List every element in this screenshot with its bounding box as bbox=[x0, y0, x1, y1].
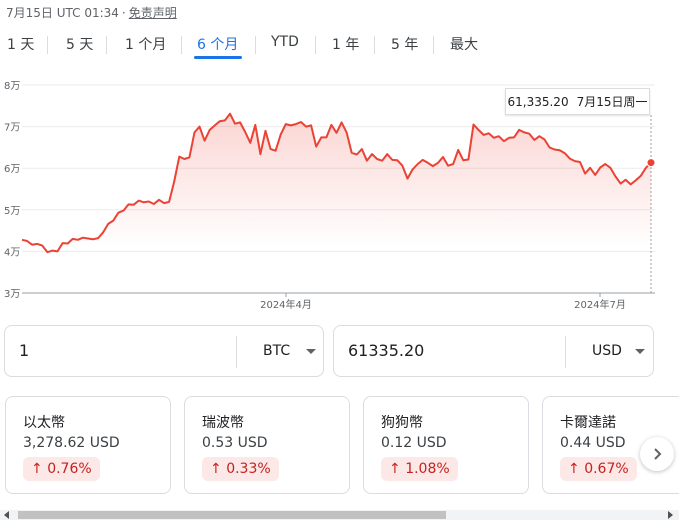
change-value: 0.76% bbox=[47, 461, 92, 477]
chart-tooltip: 61,335.20 7月15日周一 bbox=[505, 88, 650, 115]
caret-down-icon[interactable] bbox=[306, 349, 316, 354]
quote-header: 7月15日 UTC 01:34 · 免责声明 bbox=[6, 4, 177, 21]
tab-5y[interactable]: 5 年 bbox=[391, 37, 419, 53]
y-tick-label: 3万 bbox=[4, 289, 20, 300]
y-tick-label: 7万 bbox=[4, 123, 20, 134]
change-badge: ↑ 1.08% bbox=[381, 457, 458, 481]
card-price: 0.53 USD bbox=[202, 435, 268, 451]
tab-divider bbox=[315, 36, 316, 54]
up-arrow-icon: ↑ bbox=[31, 461, 43, 477]
crypto-card-doge[interactable]: 狗狗幣 0.12 USD ↑ 1.08% bbox=[363, 396, 529, 494]
chevron-right-icon bbox=[654, 448, 662, 460]
change-value: 1.08% bbox=[405, 461, 450, 477]
tab-1m[interactable]: 1 个月 bbox=[125, 37, 167, 53]
converter-divider bbox=[236, 336, 237, 368]
tab-divider bbox=[47, 36, 48, 54]
tab-divider bbox=[255, 36, 256, 54]
tab-5d[interactable]: 5 天 bbox=[66, 37, 94, 53]
change-value: 0.33% bbox=[226, 461, 271, 477]
related-crypto-cards: 以太幣 3,278.62 USD ↑ 0.76% 瑞波幣 0.53 USD ↑ … bbox=[0, 396, 679, 496]
tab-max[interactable]: 最大 bbox=[450, 37, 478, 53]
crypto-card-ada[interactable]: 卡爾達諾 0.44 USD ↑ 0.67% bbox=[542, 396, 679, 494]
crypto-card-eth[interactable]: 以太幣 3,278.62 USD ↑ 0.76% bbox=[5, 396, 171, 494]
crypto-card-xrp[interactable]: 瑞波幣 0.53 USD ↑ 0.33% bbox=[184, 396, 350, 494]
card-name: 卡爾達諾 bbox=[560, 415, 616, 431]
price-area bbox=[22, 113, 651, 293]
card-name: 以太幣 bbox=[23, 415, 65, 431]
scroll-right-icon[interactable] bbox=[668, 511, 673, 519]
card-price: 3,278.62 USD bbox=[23, 435, 120, 451]
y-tick-label: 5万 bbox=[4, 206, 20, 217]
caret-down-icon[interactable] bbox=[635, 349, 645, 354]
up-arrow-icon: ↑ bbox=[210, 461, 222, 477]
tooltip-value: 61,335.20 bbox=[507, 94, 569, 109]
tab-divider bbox=[374, 36, 375, 54]
disclaimer-link[interactable]: 免责声明 bbox=[128, 6, 177, 20]
to-currency-select[interactable]: USD bbox=[592, 343, 622, 359]
horizontal-scrollbar[interactable] bbox=[0, 510, 679, 520]
up-arrow-icon: ↑ bbox=[389, 461, 401, 477]
up-arrow-icon: ↑ bbox=[568, 461, 580, 477]
change-badge: ↑ 0.76% bbox=[23, 457, 100, 481]
change-value: 0.67% bbox=[584, 461, 629, 477]
price-line bbox=[21, 112, 652, 254]
card-name: 瑞波幣 bbox=[202, 415, 244, 431]
tab-divider bbox=[106, 36, 107, 54]
separator: · bbox=[121, 6, 126, 20]
x-tick-label: 2024年7月 bbox=[574, 298, 626, 311]
range-tabs: 1 天 5 天 1 个月 6 个月 YTD 1 年 5 年 最大 bbox=[0, 30, 679, 60]
converter-from: 1 BTC bbox=[4, 325, 324, 377]
from-amount-input[interactable]: 1 bbox=[19, 341, 30, 360]
tab-1y[interactable]: 1 年 bbox=[332, 37, 360, 53]
next-cards-button[interactable] bbox=[640, 437, 674, 471]
y-tick-label: 8万 bbox=[4, 81, 20, 92]
card-price: 0.44 USD bbox=[560, 435, 626, 451]
from-currency-select[interactable]: BTC bbox=[263, 343, 291, 359]
tab-divider bbox=[181, 36, 182, 54]
tab-6m[interactable]: 6 个月 bbox=[197, 37, 239, 53]
tab-divider bbox=[433, 36, 434, 54]
card-price: 0.12 USD bbox=[381, 435, 447, 451]
tab-active-indicator bbox=[194, 56, 242, 59]
change-badge: ↑ 0.67% bbox=[560, 457, 637, 481]
tooltip-date: 7月15日周一 bbox=[576, 95, 648, 109]
converter-to: 61335.20 USD bbox=[333, 325, 654, 377]
quote-time: 7月15日 UTC 01:34 bbox=[6, 6, 119, 20]
tab-1d[interactable]: 1 天 bbox=[7, 37, 35, 53]
card-name: 狗狗幣 bbox=[381, 415, 423, 431]
y-tick-label: 4万 bbox=[4, 247, 20, 258]
hover-point bbox=[646, 158, 656, 168]
change-badge: ↑ 0.33% bbox=[202, 457, 279, 481]
y-tick-label: 6万 bbox=[4, 164, 20, 175]
tab-ytd[interactable]: YTD bbox=[271, 34, 299, 50]
to-amount-input[interactable]: 61335.20 bbox=[348, 341, 425, 360]
x-tick-label: 2024年4月 bbox=[260, 298, 312, 311]
price-chart[interactable]: 8万 7万 6万 5万 4万 3万 2024年4月 2024年7月 bbox=[0, 75, 679, 315]
scrollbar-thumb[interactable] bbox=[18, 511, 446, 519]
converter-divider bbox=[565, 336, 566, 368]
scroll-left-icon[interactable] bbox=[4, 511, 9, 519]
price-chart-svg: 8万 7万 6万 5万 4万 3万 2024年4月 2024年7月 bbox=[4, 81, 656, 311]
